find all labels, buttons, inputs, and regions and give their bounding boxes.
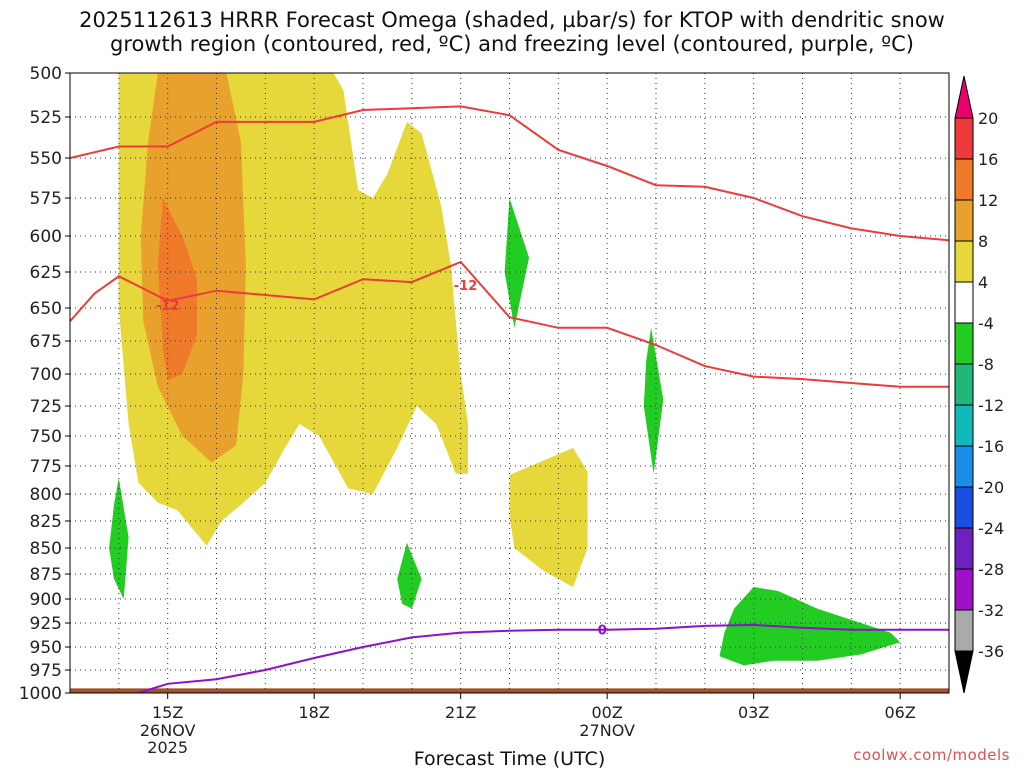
colorbar-label-13: -36 [978,642,1004,661]
y-tick-label-750: 750 [30,427,62,447]
colorbar-label-11: -28 [978,560,1004,579]
colorbar-label-4: 4 [978,273,988,292]
colorbar-label-1: 16 [978,150,998,169]
x-tick-label-18Z: 18Z [299,703,330,722]
contour-label-1-0: -12 [156,299,180,314]
x-tick-label-06Z: 06Z [885,703,916,722]
colorbar-box-13 [954,609,974,652]
y-tick-label-1000: 1000 [19,684,62,704]
omega-shade-neg4-8 [719,587,901,666]
x-tick-year-15Z: 2025 [147,738,188,757]
y-tick-label-700: 700 [30,365,62,385]
y-tick-label-675: 675 [30,332,62,352]
colorbar-box-10 [954,486,974,529]
dgz-contour-line-1 [70,260,949,388]
colorbar-box-6 [954,322,974,365]
y-tick-label-500: 500 [30,64,62,84]
y-tick-label-625: 625 [30,263,62,283]
y-tick-label-600: 600 [30,227,62,247]
x-tick-label-15Z: 15Z [152,703,183,722]
colorbar-label-0: 20 [978,109,998,128]
colorbar-box-5 [954,281,974,324]
colorbar-box-9 [954,445,974,488]
colorbar-top-arrow [954,75,974,119]
colorbar-box-4 [954,240,974,283]
colorbar-label-8: -16 [978,437,1004,456]
freezing-level-line [138,623,949,693]
colorbar-label-9: -20 [978,478,1004,497]
colorbar-box-11 [954,527,974,570]
plot-area: -12 -12 0 [70,73,949,693]
plot-frame [69,72,950,694]
y-tick-label-825: 825 [30,512,62,532]
colorbar-box-12 [954,568,974,611]
y-tick-label-850: 850 [30,539,62,559]
chart-title-line1: 2025112613 HRRR Forecast Omega (shaded, … [79,8,945,32]
contour-label-2-0: 0 [598,624,607,639]
x-tick-date-00Z: 27NOV [579,721,635,740]
colorbar-label-5: -4 [978,314,994,333]
omega-shade-pos4-1 [509,448,588,587]
colorbar-label-2: 12 [978,191,998,210]
y-tick-label-975: 975 [30,661,62,681]
x-axis-label: Forecast Time (UTC) [414,748,605,768]
colorbar-box-7 [954,363,974,406]
dgz-contour-line-0 [70,105,949,242]
colorbar-label-6: -8 [978,355,994,374]
colorbar-label-3: 8 [978,232,988,251]
colorbar-box-3 [954,199,974,242]
omega-shade-neg4-6 [504,198,529,328]
chart-title-line2: growth region (contoured, red, ºC) and f… [110,32,914,56]
colorbar-label-12: -32 [978,601,1004,620]
y-tick-label-525: 525 [30,108,62,128]
colorbar-label-10: -24 [978,519,1004,538]
x-tick-label-00Z: 00Z [592,703,623,722]
contour-label-1-1: -12 [454,279,478,294]
colorbar-box-2 [954,158,974,201]
omega-shade-neg4-7 [643,327,664,474]
y-tick-label-875: 875 [30,565,62,585]
y-tick-label-950: 950 [30,638,62,658]
x-tick-date-15Z: 26NOV [140,721,196,740]
credit-text: coolwx.com/models [853,746,1010,764]
y-tick-label-575: 575 [30,189,62,209]
x-tick-label-21Z: 21Z [445,703,476,722]
terrain-fill [70,688,949,693]
colorbar-box-8 [954,404,974,447]
colorbar-bottom-arrow [954,650,974,694]
y-tick-label-775: 775 [30,457,62,477]
colorbar-label-7: -12 [978,396,1004,415]
y-tick-label-900: 900 [30,590,62,610]
x-tick-label-03Z: 03Z [738,703,769,722]
omega-shade-neg4-5 [397,542,422,609]
y-tick-label-550: 550 [30,149,62,169]
y-tick-label-925: 925 [30,614,62,634]
y-tick-label-800: 800 [30,485,62,505]
colorbar-box-1 [954,117,974,160]
y-tick-label-650: 650 [30,299,62,319]
y-tick-label-725: 725 [30,397,62,417]
